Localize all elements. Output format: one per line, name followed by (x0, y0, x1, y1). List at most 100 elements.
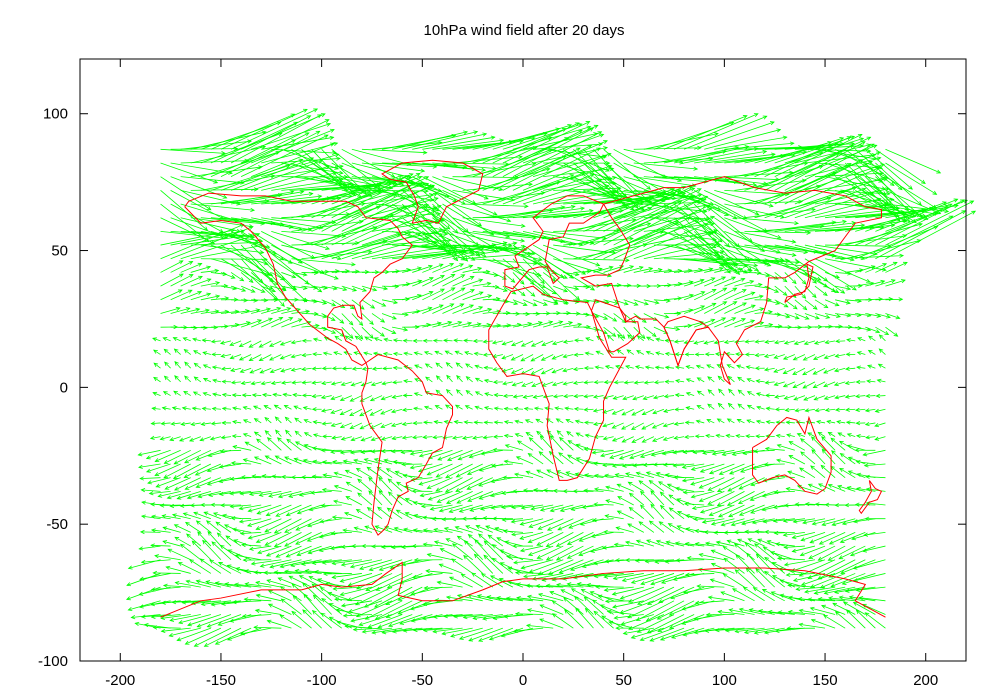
wind-vector (746, 419, 755, 424)
wind-vector (480, 449, 503, 456)
wind-vector (764, 380, 775, 385)
wind-vector (311, 162, 362, 198)
wind-vector (764, 529, 785, 535)
wind-vector (262, 392, 272, 398)
wind-vector (672, 463, 695, 468)
wind-vector (435, 477, 463, 492)
wind-vector (275, 545, 302, 558)
wind-vector (455, 389, 463, 396)
wind-vector (690, 477, 715, 486)
wind-vector (172, 337, 181, 342)
wind-vector (402, 324, 420, 330)
wind-vector (502, 529, 524, 534)
wind-vector (834, 353, 846, 358)
wind-vector (863, 531, 886, 537)
wind-vector (312, 337, 322, 342)
wind-vector (674, 407, 685, 412)
wind-vector (426, 463, 453, 476)
wind-vector (330, 381, 342, 386)
wind-vector (288, 575, 312, 588)
wind-vector (361, 148, 428, 155)
wind-vector (628, 614, 665, 630)
wind-vector (468, 627, 504, 642)
wind-vector (255, 518, 282, 530)
wind-vector (253, 431, 262, 437)
wind-vector (668, 507, 685, 520)
wind-vector (434, 405, 443, 410)
wind-vector (573, 149, 620, 194)
wind-vector (220, 435, 232, 440)
wind-vector (185, 521, 202, 533)
wind-vector (381, 326, 397, 334)
wind-vector (503, 459, 524, 465)
wind-vector (384, 525, 403, 533)
wind-vector (248, 545, 272, 551)
wind-vector (540, 354, 554, 361)
wind-vector (238, 354, 252, 361)
wind-vector (193, 376, 202, 383)
wind-vector (794, 408, 805, 413)
wind-vector (714, 203, 769, 233)
wind-vector (638, 480, 655, 492)
wind-vector (659, 504, 675, 519)
wind-vector (583, 230, 665, 260)
wind-vector (774, 141, 845, 150)
wind-vector (730, 518, 755, 527)
wind-vector (825, 244, 892, 249)
wind-vector (293, 457, 312, 465)
wind-vector (734, 258, 800, 265)
wind-vector (761, 589, 785, 602)
wind-vector (355, 509, 373, 520)
wind-vector (503, 406, 513, 411)
wind-vector (611, 586, 644, 596)
wind-vector (568, 518, 594, 529)
wind-vector (885, 199, 969, 232)
wind-vector (436, 490, 463, 503)
wind-vector (670, 586, 705, 600)
wind-vector (219, 340, 232, 345)
wind-vector (532, 244, 587, 275)
wind-vector (178, 614, 211, 625)
wind-vector (248, 490, 272, 497)
wind-vector (744, 542, 765, 561)
wind-vector (180, 307, 201, 314)
wind-vector (514, 611, 544, 616)
wind-vector (551, 354, 564, 360)
wind-vector (625, 558, 654, 563)
wind-vector (154, 463, 181, 476)
wind-vector (180, 275, 203, 287)
wind-vector (452, 435, 463, 440)
wind-vector (603, 313, 618, 322)
wind-vector (295, 532, 322, 545)
wind-vector (704, 627, 735, 633)
wind-vector (692, 449, 715, 455)
wind-vector (684, 268, 704, 273)
wind-vector (728, 608, 755, 615)
wind-vector (210, 193, 283, 205)
wind-vector (619, 586, 655, 600)
wind-vector (450, 627, 483, 638)
wind-vector (784, 258, 836, 293)
wind-vector (492, 379, 503, 385)
wind-vector (162, 583, 191, 588)
wind-vector (793, 340, 806, 345)
wind-vector (744, 244, 809, 255)
wind-vector (311, 474, 332, 479)
wind-vector (774, 407, 785, 412)
wind-vector (380, 436, 393, 441)
wind-vector (239, 490, 262, 496)
wind-vector (707, 490, 735, 505)
wind-vector (745, 434, 755, 439)
wind-vector (331, 515, 352, 520)
wind-vector (246, 518, 272, 527)
wind-vector (412, 291, 434, 301)
wind-vector (527, 545, 554, 556)
coastline-new-zealand (858, 480, 883, 515)
wind-vector (180, 290, 203, 301)
wind-vector (378, 559, 413, 571)
wind-vector (728, 463, 755, 475)
wind-vector (763, 462, 785, 467)
wind-vector (190, 203, 256, 213)
wind-vector (190, 265, 212, 273)
wind-vector (633, 266, 654, 273)
